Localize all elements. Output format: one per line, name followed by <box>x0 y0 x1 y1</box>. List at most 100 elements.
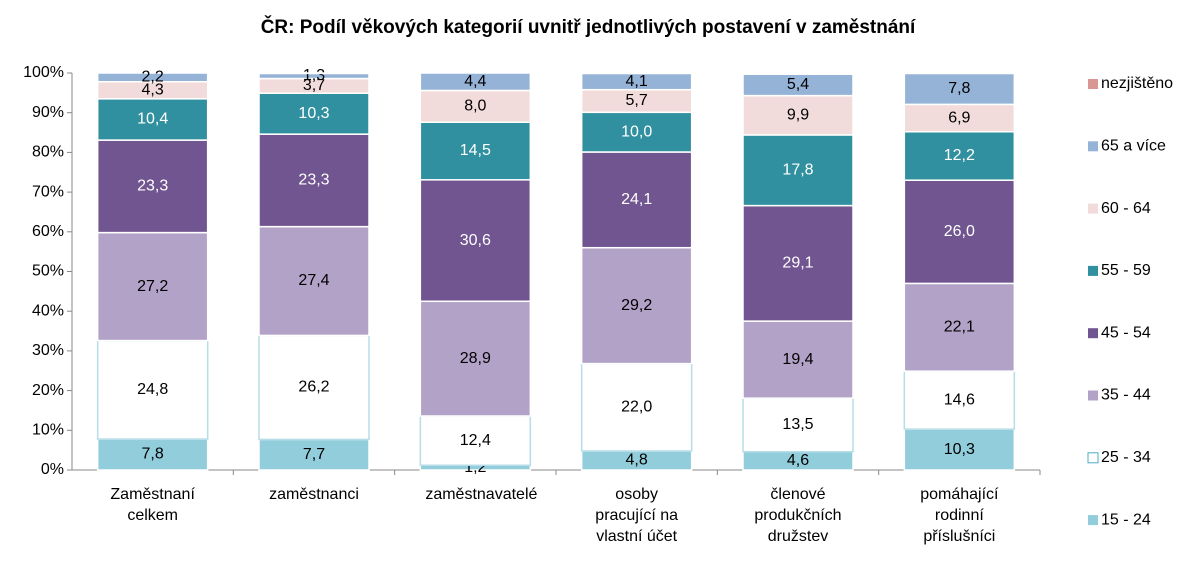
legend-swatch <box>1088 515 1098 526</box>
x-tick-label: pomáhající rodinní příslušníci <box>920 486 999 545</box>
y-tick-label: 80% <box>32 144 64 161</box>
data-label: 24,8 <box>137 381 168 398</box>
y-tick-label: 40% <box>32 302 64 319</box>
legend-swatch <box>1088 79 1098 89</box>
legend-swatch <box>1087 452 1099 464</box>
data-label: 9,9 <box>787 106 809 123</box>
bar-segment <box>96 139 209 234</box>
legend-label: 45 - 54 <box>1101 324 1151 341</box>
legend-swatch <box>1088 141 1098 152</box>
legend-label: 25 - 34 <box>1101 449 1151 466</box>
legend-swatch <box>1088 265 1098 276</box>
bar-segment <box>742 397 854 453</box>
bar-segment <box>742 134 854 207</box>
data-label: 29,2 <box>621 297 652 314</box>
bar-segment <box>903 131 1016 181</box>
data-label: 7,7 <box>303 446 325 463</box>
data-label: 30,6 <box>460 232 491 249</box>
data-label: 22,1 <box>944 318 975 335</box>
legend-swatch <box>1088 328 1098 339</box>
bar-segment <box>258 92 370 135</box>
chart-title: ČR: Podíl věkových kategorií uvnitř jedn… <box>261 16 916 38</box>
data-label: 10,3 <box>298 105 329 122</box>
data-label: 29,1 <box>782 255 813 272</box>
data-label: 13,5 <box>782 416 813 433</box>
legend-label: nezjištěno <box>1101 75 1173 92</box>
y-tick-label: 20% <box>32 382 64 399</box>
legend-label: 35 - 44 <box>1101 387 1151 404</box>
legend-label: 15 - 24 <box>1101 511 1151 528</box>
data-label: 17,8 <box>782 161 813 178</box>
bar-segment <box>96 339 209 440</box>
data-label: 19,4 <box>782 351 813 368</box>
y-tick-label: 0% <box>41 461 64 478</box>
y-tick-label: 100% <box>23 64 64 81</box>
bar-segment <box>96 98 209 141</box>
data-label: 7,8 <box>948 80 970 97</box>
bar-segment <box>903 428 1016 471</box>
data-label: 8,0 <box>464 98 486 115</box>
legend-swatch <box>1088 390 1098 401</box>
bar-segment <box>580 151 693 249</box>
data-label: 12,4 <box>460 432 491 449</box>
data-label: 7,8 <box>142 446 164 463</box>
data-label: 22,0 <box>621 398 652 415</box>
bar-segment <box>258 334 370 441</box>
bar-segment <box>903 370 1016 430</box>
y-tick-label: 90% <box>32 104 64 121</box>
x-tick-label: osoby pracující na vlastní účet <box>595 486 679 545</box>
data-label: 26,0 <box>944 223 975 240</box>
data-label: 23,3 <box>298 172 329 189</box>
legend-label: 55 - 59 <box>1101 262 1151 279</box>
data-label: 14,6 <box>944 391 975 408</box>
x-tick-label: zaměstnavatelé <box>425 486 538 503</box>
data-label: 4,8 <box>626 452 648 469</box>
bar-segment <box>96 231 209 342</box>
y-tick-label: 50% <box>32 263 64 280</box>
bar-segment <box>742 94 854 136</box>
bar-segment <box>580 111 693 153</box>
y-tick-label: 30% <box>32 342 64 359</box>
data-label: 28,9 <box>460 350 491 367</box>
data-label: 26,2 <box>298 379 329 396</box>
data-label: 4,6 <box>787 452 809 469</box>
bar-segment <box>96 72 209 83</box>
y-tick-label: 10% <box>32 422 64 439</box>
bar-segment <box>419 300 532 417</box>
data-label: 3,7 <box>303 77 325 94</box>
bar-segment <box>903 72 1016 106</box>
data-label: 4,3 <box>142 81 164 98</box>
data-label: 24,1 <box>621 191 652 208</box>
y-tick-label: 70% <box>32 183 64 200</box>
data-label: 23,3 <box>137 178 168 195</box>
data-label: 4,1 <box>626 73 648 90</box>
legend-label: 60 - 64 <box>1101 200 1151 217</box>
legend-label: 65 a více <box>1101 138 1166 155</box>
bar-segment <box>742 320 854 399</box>
data-label: 10,3 <box>944 441 975 458</box>
data-label: 12,2 <box>944 147 975 164</box>
bar-segment <box>419 179 532 303</box>
data-label: 2,2 <box>142 69 164 86</box>
data-label: 10,0 <box>621 123 652 140</box>
x-tick-label: zaměstnanci <box>269 486 359 503</box>
data-label: 10,4 <box>137 111 168 128</box>
data-label: 4,4 <box>464 73 486 90</box>
bar-segment <box>258 225 370 337</box>
data-label: 5,7 <box>626 92 648 109</box>
data-label: 6,9 <box>948 109 970 126</box>
bar-segment <box>258 438 370 471</box>
data-label: 5,4 <box>787 76 809 93</box>
bar-segment <box>903 179 1016 285</box>
data-label: 27,4 <box>298 272 329 289</box>
bar-segment <box>96 438 209 471</box>
x-tick-label: Zaměstnaní celkem <box>110 486 195 524</box>
data-label: 27,2 <box>137 278 168 295</box>
data-label: 1,3 <box>303 67 325 84</box>
y-tick-label: 60% <box>32 223 64 240</box>
x-tick-label: členové produkčních družstev <box>754 486 842 545</box>
bar-segment <box>258 133 370 228</box>
data-label: 14,5 <box>460 142 491 159</box>
